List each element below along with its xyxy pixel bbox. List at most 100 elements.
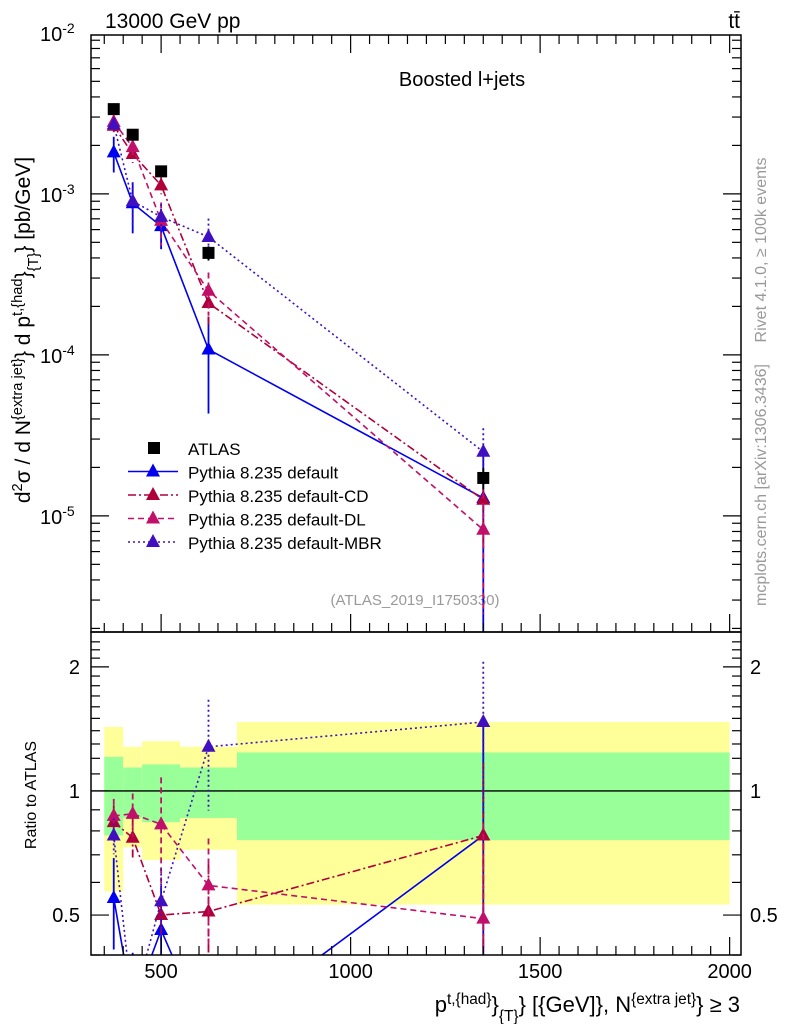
series-line — [113, 125, 484, 501]
ratio-y-tick-label: 1 — [69, 781, 80, 803]
main-plot — [106, 103, 491, 632]
legend-label: Pythia 8.235 default-CD — [188, 487, 369, 506]
y-tick-exponent: -5 — [62, 503, 75, 519]
legend-marker — [146, 510, 160, 524]
ratio-series — [106, 661, 491, 1012]
series-pythia-8-235-default-cd — [106, 117, 491, 549]
ratio-pythia-8-235-default-mbr — [106, 661, 491, 1012]
y-tick-exponent: -2 — [62, 20, 75, 36]
ratio-point — [154, 816, 169, 830]
ratio-point — [476, 910, 491, 924]
legend-label: Pythia 8.235 default-MBR — [188, 534, 382, 553]
series-line — [112, 124, 484, 453]
label-part: } — [12, 271, 35, 278]
data-point — [201, 282, 216, 296]
legend-label: Pythia 8.235 default — [188, 464, 339, 483]
y-tick-label: 10-5 — [40, 503, 75, 529]
data-point — [125, 139, 140, 153]
rivet-label: Rivet 4.1.0, ≥ 100k events — [753, 158, 770, 343]
label-part: t,{had — [10, 278, 26, 316]
data-point — [125, 193, 140, 207]
label-part: {extra jet} — [10, 358, 26, 420]
ratio-pythia-8-235-default-dl — [106, 777, 491, 955]
ratio-y-tick-label: 0.5 — [52, 905, 80, 927]
y-tick-label: 10-3 — [40, 181, 75, 207]
stat-uncertainty-band — [123, 767, 143, 818]
label-part: {T} — [26, 253, 42, 272]
data-point — [106, 144, 121, 158]
header-right: tt̄ — [728, 10, 740, 33]
y-tick-label: 10-2 — [40, 20, 75, 46]
ratio-point — [106, 889, 121, 903]
ratio-point — [201, 738, 216, 752]
data-point — [154, 208, 169, 222]
ratio-line — [113, 821, 484, 916]
legend-marker — [146, 534, 160, 547]
label-part: } [pb/GeV] — [12, 157, 35, 253]
label-part: d — [12, 491, 35, 503]
axes: 10-5 10-4 10-3 10-2 0.5 0.5 1 1 2 2 500 1000 1500 200… — [40, 20, 778, 983]
label-part: {T} — [499, 1008, 519, 1024]
x-tick-label: 1500 — [518, 961, 563, 983]
data-point — [155, 165, 168, 178]
label-part: } — [492, 992, 499, 1017]
ratio-frame — [90, 631, 742, 956]
ratio-line — [113, 813, 484, 920]
label-part: t,{had} — [447, 991, 492, 1008]
data-point — [201, 341, 216, 355]
label-part: } ≥ 3 — [696, 992, 740, 1017]
x-tick-label: 1000 — [328, 961, 373, 983]
ratio-plot — [106, 661, 491, 1012]
ratio-y-tick-label: 2 — [69, 657, 80, 679]
x-tick-label: 2000 — [707, 961, 752, 983]
data-point — [476, 443, 491, 457]
ratio-y-tick-label-right: 1 — [750, 781, 761, 803]
label-part: p — [435, 992, 447, 1017]
y-tick-exponent: -4 — [62, 342, 75, 358]
data-point — [201, 294, 216, 308]
data-point — [476, 521, 491, 535]
data-point — [154, 177, 169, 191]
label-part: σ / d N — [12, 420, 35, 483]
y-tick-label: 10-4 — [40, 342, 75, 368]
data-point — [201, 228, 216, 242]
analysis-tag: (ATLAS_2019_I1750330) — [330, 592, 499, 609]
legend-label: Pythia 8.235 default-DL — [188, 511, 366, 530]
x-axis-label: pt,{had}}{T}} [{GeV]}, N{extra jet}} ≥ 3 — [435, 991, 740, 1024]
x-tick-label: 500 — [144, 961, 177, 983]
main-series — [106, 103, 491, 632]
series-pythia-8-235-default-mbr — [106, 116, 491, 488]
data-point — [107, 103, 120, 116]
label-part: } d p — [12, 316, 35, 358]
legend: ATLAS Pythia 8.235 default Pythia 8.235 de… — [128, 440, 382, 553]
ratio-y-tick-label-right: 2 — [750, 657, 761, 679]
ratio-point — [106, 827, 121, 841]
label-part: {extra jet} — [631, 991, 696, 1008]
ratio-point — [476, 713, 491, 727]
y-tick-exponent: -3 — [62, 181, 75, 197]
label-part: } [{GeV]}, N — [519, 992, 632, 1017]
header-left: 13000 GeV pp — [105, 10, 240, 33]
ratio-point — [126, 999, 140, 1012]
ratio-point — [125, 805, 140, 819]
legend-marker — [146, 463, 160, 477]
legend-marker — [148, 442, 160, 454]
data-point — [202, 246, 215, 259]
series-atlas — [107, 103, 490, 490]
mcplots-label: mcplots.cern.ch [arXiv:1306.3436] — [753, 364, 770, 606]
ratio-point — [154, 893, 169, 907]
legend-marker — [146, 487, 160, 500]
label-part: 2 — [10, 483, 26, 491]
data-point — [106, 116, 121, 130]
data-point — [477, 471, 490, 484]
data-point — [126, 128, 139, 141]
ratio-y-tick-label-right: 0.5 — [750, 905, 778, 927]
ratio-y-axis-label: Ratio to ATLAS — [23, 741, 40, 849]
ratio-bands — [91, 721, 741, 905]
legend-label: ATLAS — [188, 440, 241, 459]
ratio-point — [201, 877, 216, 891]
plot-title: Boosted l+jets — [399, 69, 525, 91]
ratio-point — [126, 999, 140, 1012]
ratio-point — [106, 807, 121, 821]
